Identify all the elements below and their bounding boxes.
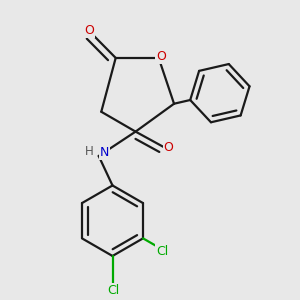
Text: N: N xyxy=(100,146,109,159)
Text: O: O xyxy=(164,142,173,154)
Text: Cl: Cl xyxy=(107,284,119,297)
Text: O: O xyxy=(84,25,94,38)
Text: O: O xyxy=(156,50,166,63)
Text: Cl: Cl xyxy=(156,245,168,258)
Text: H: H xyxy=(85,145,94,158)
